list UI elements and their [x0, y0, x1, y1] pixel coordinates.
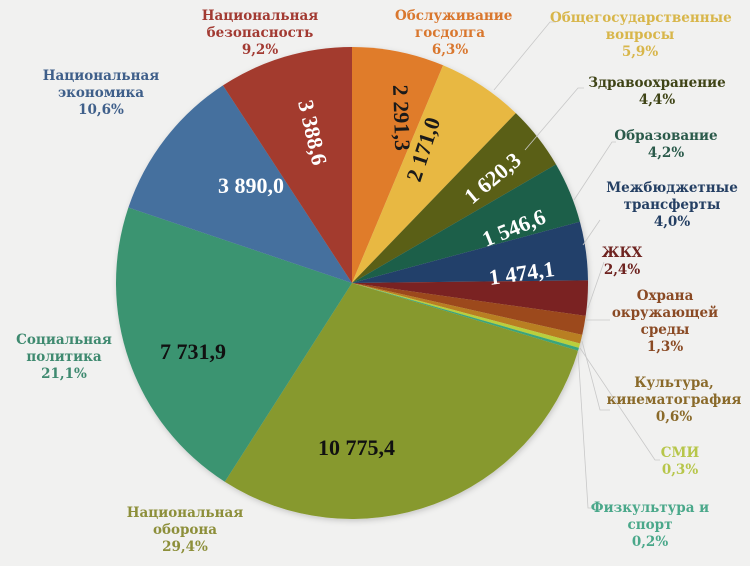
pie-slice-defense: [224, 283, 579, 520]
pie-slice-general: [352, 65, 516, 283]
leader-line-culture: [581, 340, 610, 411]
category-label-debt: Обслуживание госдолга 6,3%: [395, 8, 513, 58]
category-label-environment: Охрана окружающей среды 1,3%: [611, 288, 719, 355]
pie-slice-media: [352, 283, 581, 348]
pie-slice-culture: [352, 283, 583, 344]
category-label-media: СМИ 0,3%: [660, 445, 700, 478]
leader-line-health: [524, 87, 584, 151]
leader-line-transfers: [582, 219, 601, 246]
category-label-economy: Национальная экономика 10,6%: [42, 68, 160, 118]
value-label-defense: 10 775,4: [318, 435, 395, 460]
pie-slice-transfers: [352, 221, 588, 283]
leader-lines: [493, 21, 660, 509]
pie-slice-environment: [352, 283, 586, 335]
category-label-education: Образование 4,2%: [614, 128, 718, 161]
pie-slices: [116, 47, 589, 520]
category-label-defense: Национальная оборона 29,4%: [126, 505, 244, 555]
category-label-transfers: Межбюджетные трансферты 4,0%: [606, 180, 738, 230]
pie-slice-security: [222, 47, 352, 283]
leader-line-housing: [587, 261, 605, 309]
category-label-social: Социальная политика 21,1%: [16, 332, 112, 382]
pie-slice-housing: [352, 280, 589, 316]
value-label-debt: 2 291,3: [388, 84, 415, 151]
leader-line-media: [579, 347, 660, 461]
pie-slice-education: [352, 164, 580, 283]
pie-slice-debt: [352, 47, 444, 283]
category-label-general: Общегосударственные вопросы 5,9%: [550, 10, 732, 60]
leader-line-sport: [577, 350, 594, 509]
pie-slice-sport: [352, 283, 579, 351]
pie-slice-social: [116, 207, 352, 482]
leader-line-education: [573, 141, 616, 201]
category-label-health: Здравоохранение 4,4%: [588, 75, 726, 108]
pie-slice-health: [352, 113, 557, 283]
category-label-culture: Культура, кинематография 0,6%: [606, 375, 742, 425]
category-label-sport: Физкультура и спорт 0,2%: [590, 500, 710, 550]
category-label-housing: ЖКХ 2,4%: [601, 245, 643, 278]
value-label-economy: 3 890,0: [218, 173, 284, 198]
category-label-security: Национальная безопасность 9,2%: [201, 8, 319, 58]
leader-line-general: [493, 21, 556, 91]
pie-slice-economy: [128, 85, 352, 283]
value-label-social: 7 731,9: [160, 339, 226, 364]
